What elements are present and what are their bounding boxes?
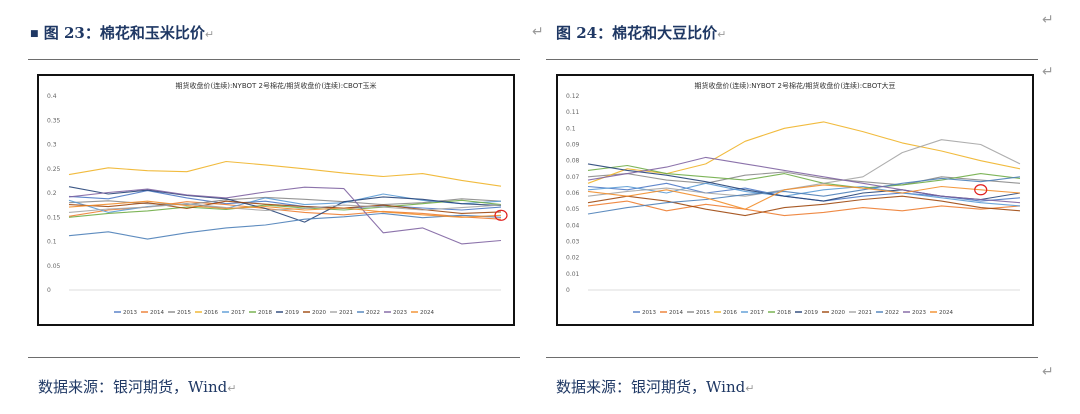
- figure-23-chart: 期货收盘价(连续):NYBOT 2号棉花/期货收盘价(连续):CBOT玉米 0 0.…: [47, 81, 508, 316]
- figure-24-chart-frame: 期货收盘价(连续):NYBOT 2号棉花/期货收盘价(连续):CBOT大豆 0 0.…: [556, 74, 1034, 326]
- y-tick-label: 0.12: [566, 93, 580, 100]
- figure-23-chart-frame: 期货收盘价(连续):NYBOT 2号棉花/期货收盘价(连续):CBOT玉米 0 0.…: [37, 74, 515, 326]
- figure-23-bullet: ■: [30, 29, 39, 39]
- y-tick-label: 0.01: [566, 271, 580, 278]
- figure-24-top-rule: [546, 59, 1038, 60]
- y-tick-label: 0.07: [566, 174, 580, 181]
- series-line-2020: [587, 195, 1021, 217]
- series-line-2022: [587, 176, 1021, 215]
- legend-label: 2017: [750, 310, 764, 316]
- figure-23-source: 数据来源：银河期货，Wind↵: [38, 376, 236, 397]
- figure-24-source: 数据来源：银河期货，Wind↵: [556, 376, 754, 397]
- series-line-2023: [587, 156, 1021, 204]
- legend-label: 2021: [339, 310, 353, 316]
- figure-24-bottom-rule: [546, 357, 1038, 358]
- legend-label: 2024: [420, 310, 434, 316]
- return-mark: ↵: [227, 382, 237, 395]
- y-tick-label: 0.15: [47, 214, 61, 221]
- highlight-circle: [494, 209, 508, 221]
- series-line-2021: [587, 139, 1021, 197]
- series-line-2023: [68, 186, 502, 245]
- y-tick-label: 0.06: [566, 190, 580, 197]
- legend-label: 2024: [939, 310, 953, 316]
- legend-label: 2015: [177, 310, 191, 316]
- legend-label: 2015: [696, 310, 710, 316]
- figure-24-title: 图 24：棉花和大豆比价↵: [556, 22, 726, 43]
- y-tick-label: 0: [47, 287, 51, 294]
- legend-label: 2019: [804, 310, 818, 316]
- return-mark: ↵: [204, 28, 215, 41]
- y-tick-label: 0: [566, 287, 570, 294]
- series-line-2013: [68, 190, 502, 211]
- figure-24-source-text: 数据来源：银河期货，Wind: [556, 378, 746, 396]
- y-tick-label: 0.1: [47, 239, 57, 246]
- legend-label: 2013: [123, 310, 137, 316]
- paragraph-mark: ↵: [1042, 364, 1054, 380]
- legend-label: 2022: [885, 310, 899, 316]
- paragraph-mark: ↵: [532, 24, 544, 40]
- figure-23-title: ■ 图 23：棉花和玉米比价↵: [30, 22, 214, 43]
- y-tick-label: 0.05: [47, 263, 61, 270]
- figure-23-top-rule: [28, 59, 520, 60]
- chart-title: 期货收盘价(连续):NYBOT 2号棉花/期货收盘价(连续):CBOT大豆: [694, 81, 895, 90]
- legend-label: 2014: [150, 310, 164, 316]
- y-tick-label: 0.05: [566, 206, 580, 213]
- legend-label: 2020: [831, 310, 845, 316]
- return-mark: ↵: [717, 28, 727, 41]
- series-line-2018: [68, 199, 502, 218]
- y-tick-label: 0.11: [566, 109, 580, 116]
- series-line-2022: [68, 212, 502, 240]
- legend-label: 2018: [258, 310, 272, 316]
- legend-label: 2023: [912, 310, 926, 316]
- y-tick-label: 0.09: [566, 142, 580, 149]
- y-tick-label: 0.25: [47, 166, 61, 173]
- series-line-2024: [587, 184, 1021, 210]
- legend-label: 2016: [204, 310, 218, 316]
- series-line-2017: [587, 182, 1021, 207]
- chart-title: 期货收盘价(连续):NYBOT 2号棉花/期货收盘价(连续):CBOT玉米: [175, 81, 376, 90]
- y-tick-label: 0.02: [566, 255, 580, 262]
- y-tick-label: 0.3: [47, 142, 57, 149]
- series-line-2016: [68, 160, 502, 187]
- series-line-2015: [587, 171, 1021, 186]
- y-tick-label: 0.35: [47, 117, 61, 124]
- figure-23-caption: 棉花和玉米比价: [99, 24, 205, 42]
- figure-23-bottom-rule: [28, 357, 520, 358]
- legend-label: 2023: [393, 310, 407, 316]
- return-mark: ↵: [745, 382, 755, 395]
- figure-24-chart: 期货收盘价(连续):NYBOT 2号棉花/期货收盘价(连续):CBOT大豆 0 0.…: [566, 81, 1021, 316]
- series-line-2019: [68, 186, 502, 223]
- legend-label: 2018: [777, 310, 791, 316]
- figure-23-source-text: 数据来源：银河期货，Wind: [38, 378, 228, 396]
- highlight-circle: [974, 184, 988, 196]
- y-tick-label: 0.04: [566, 222, 580, 229]
- legend-label: 2020: [312, 310, 326, 316]
- legend-label: 2021: [858, 310, 872, 316]
- legend-label: 2016: [723, 310, 737, 316]
- legend-label: 2013: [642, 310, 656, 316]
- y-tick-label: 0.08: [566, 158, 580, 165]
- legend-label: 2017: [231, 310, 245, 316]
- y-tick-label: 0.4: [47, 93, 57, 100]
- legend-label: 2019: [285, 310, 299, 316]
- series-line-2021: [68, 203, 502, 213]
- legend-label: 2022: [366, 310, 380, 316]
- paragraph-mark: ↵: [1042, 12, 1054, 28]
- y-tick-label: 0.03: [566, 239, 580, 246]
- series-line-2024: [68, 200, 502, 218]
- series-line-2014: [587, 200, 1021, 217]
- figure-23-label: 图 23：: [43, 24, 100, 42]
- paragraph-mark: ↵: [1042, 64, 1054, 80]
- figure-24-label: 图 24：: [556, 24, 613, 42]
- y-tick-label: 0.2: [47, 190, 57, 197]
- y-tick-label: 0.1: [566, 125, 576, 132]
- figure-24-caption: 棉花和大豆比价: [612, 24, 718, 42]
- legend-label: 2014: [669, 310, 683, 316]
